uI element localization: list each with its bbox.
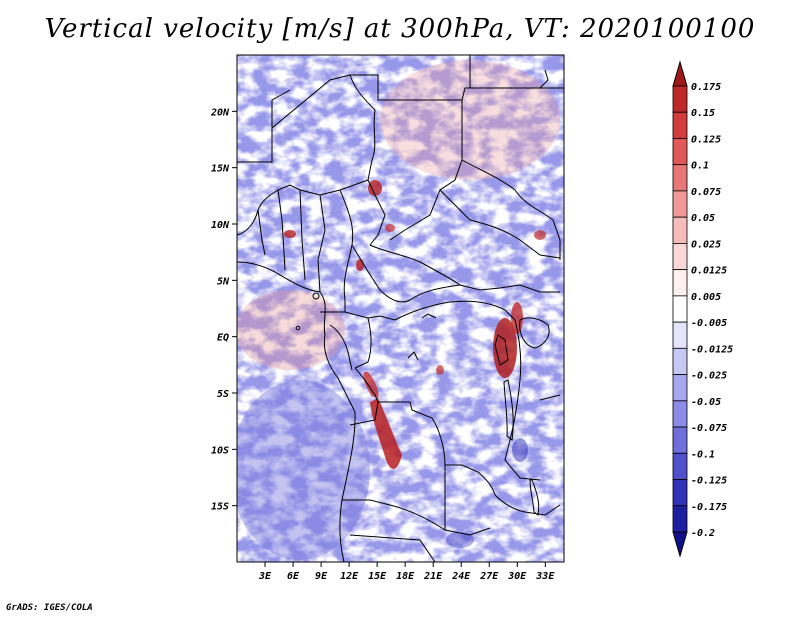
lon-tick-label: 6E xyxy=(287,571,300,582)
software-credit: GrADS: IGES/COLA xyxy=(6,603,93,613)
colorbar-label: -0.005 xyxy=(691,318,727,329)
lat-tick-label: 20N xyxy=(210,107,230,118)
colorbar-swatch xyxy=(672,374,688,402)
colorbar-swatch xyxy=(672,400,688,428)
colorbar-label: 0.05 xyxy=(691,213,715,224)
colorbar-swatch xyxy=(672,426,688,454)
colorbar-label: 0.1 xyxy=(691,161,709,172)
colorbar-label: 0.15 xyxy=(691,108,715,119)
colorbar-swatch xyxy=(672,479,688,507)
colorbar-swatch xyxy=(672,269,688,297)
lon-tick-label: 24E xyxy=(451,571,471,582)
colorbar-swatch xyxy=(672,138,688,166)
colorbar-label: 0.175 xyxy=(691,82,721,93)
colorbar-label: -0.05 xyxy=(691,397,721,408)
colorbar-label: 0.125 xyxy=(691,134,721,145)
colorbar-swatch xyxy=(672,295,688,323)
lon-tick-label: 30E xyxy=(507,571,527,582)
lon-tick-label: 18E xyxy=(396,571,415,582)
colorbar-swatch xyxy=(672,347,688,375)
lat-tick-label: 5S xyxy=(217,389,229,400)
lat-tick-label: 15S xyxy=(211,502,229,513)
colorbar-swatch xyxy=(672,321,688,349)
colorbar-swatch xyxy=(672,243,688,271)
colorbar-swatch xyxy=(672,452,688,480)
colorbar-label: 0.005 xyxy=(691,292,721,303)
colorbar-swatch xyxy=(672,164,688,192)
lat-tick-label: EQ xyxy=(217,333,229,344)
map-frame xyxy=(236,54,565,563)
colorbar-label: -0.1 xyxy=(691,449,715,460)
colorbar-swatch xyxy=(672,85,688,113)
axis-ticks: 20N 15N 10N 5N EQ 5S 10S 15S 3E 6E 9E 12E 15E 18E 21E 2… xyxy=(210,107,555,582)
colorbar-label: 0.025 xyxy=(691,239,721,250)
lat-tick-label: 15N xyxy=(211,164,230,175)
colorbar-label: -0.175 xyxy=(691,502,727,513)
colorbar-min-arrow xyxy=(672,531,688,558)
colorbar: 0.175 0.15 0.125 0.1 0.075 0.05 0.025 0.0125 0.0… xyxy=(672,60,733,558)
plot-title: Vertical velocity [m/s] at 300hPa, VT: 2… xyxy=(44,14,756,44)
country-boundaries xyxy=(237,55,564,562)
lon-tick-label: 3E xyxy=(258,571,272,582)
lon-tick-label: 21E xyxy=(423,571,443,582)
colorbar-swatch xyxy=(672,216,688,244)
lon-tick-label: 9E xyxy=(315,571,328,582)
colorbar-label: -0.2 xyxy=(691,528,715,539)
colorbar-label: -0.025 xyxy=(691,371,727,382)
colorbar-max-arrow xyxy=(672,60,688,87)
colorbar-swatch xyxy=(672,111,688,139)
lat-tick-label: 5N xyxy=(217,276,230,287)
lat-tick-label: 10N xyxy=(211,220,230,231)
lat-tick-label: 10S xyxy=(211,445,229,456)
colorbar-label: 0.075 xyxy=(691,187,721,198)
velocity-field xyxy=(237,55,564,562)
colorbar-label: -0.0125 xyxy=(691,344,733,355)
colorbar-swatch xyxy=(672,190,688,218)
lon-tick-label: 33E xyxy=(535,571,555,582)
colorbar-label: 0.0125 xyxy=(691,266,727,277)
lon-tick-label: 12E xyxy=(340,571,359,582)
lon-tick-label: 15E xyxy=(368,571,387,582)
colorbar-label: -0.075 xyxy=(691,423,727,434)
colorbar-swatch xyxy=(672,505,688,533)
lon-tick-label: 27E xyxy=(479,571,499,582)
colorbar-label: -0.125 xyxy=(691,476,727,487)
